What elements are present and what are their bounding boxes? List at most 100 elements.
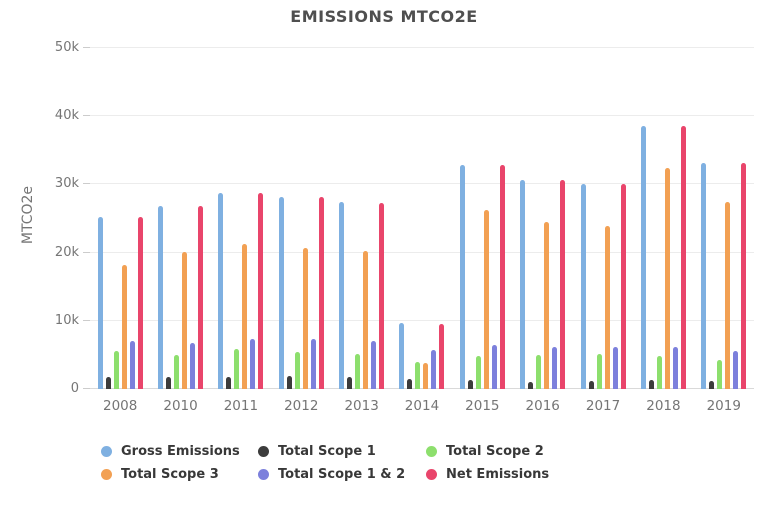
gridline xyxy=(90,320,754,321)
bar-group-2011: 2011 xyxy=(211,48,271,414)
x-tick-label: 2019 xyxy=(706,398,741,414)
bar-net-emissions-2018[interactable] xyxy=(680,126,686,389)
bar-total-scope-2-2012[interactable] xyxy=(294,351,300,389)
bar-gross-emissions-2016[interactable] xyxy=(520,179,526,389)
bar-total-scope-1-2-2010[interactable] xyxy=(190,343,196,389)
bar-total-scope-1-2011[interactable] xyxy=(226,376,232,389)
bar-gross-emissions-2011[interactable] xyxy=(218,192,224,389)
bar-total-scope-1-2-2019[interactable] xyxy=(733,350,739,389)
bar-total-scope-3-2018[interactable] xyxy=(664,168,670,389)
bar-total-scope-1-2016[interactable] xyxy=(528,381,534,389)
legend-item-total-scope-2[interactable]: Total Scope 2 xyxy=(426,444,549,459)
bar-total-scope-3-2011[interactable] xyxy=(242,244,248,389)
bar-groups: 2008 2010 2011 2012 2013 2014 2015 2016 2017 2018… xyxy=(90,48,754,414)
bar-total-scope-1-2010[interactable] xyxy=(166,377,172,389)
x-tick-label: 2018 xyxy=(646,398,681,414)
bar-total-scope-1-2019[interactable] xyxy=(709,380,715,389)
legend-item-total-scope-1-2[interactable]: Total Scope 1 & 2 xyxy=(258,467,426,482)
bar-group-2018: 2018 xyxy=(633,48,693,414)
bar-gross-emissions-2012[interactable] xyxy=(278,197,284,389)
bar-total-scope-2-2018[interactable] xyxy=(656,356,662,389)
bar-net-emissions-2013[interactable] xyxy=(379,202,385,389)
x-tick-label: 2016 xyxy=(525,398,560,414)
x-tick-label: 2012 xyxy=(284,398,319,414)
gridline xyxy=(90,252,754,253)
bar-total-scope-1-2015[interactable] xyxy=(467,380,473,389)
bar-net-emissions-2012[interactable] xyxy=(318,197,324,389)
bar-net-emissions-2016[interactable] xyxy=(560,179,566,389)
bar-total-scope-2-2011[interactable] xyxy=(234,349,240,389)
bar-gross-emissions-2010[interactable] xyxy=(158,205,164,389)
bar-total-scope-3-2016[interactable] xyxy=(544,221,550,389)
bar-gross-emissions-2008[interactable] xyxy=(97,216,103,389)
bar-total-scope-1-2008[interactable] xyxy=(105,377,111,389)
plot-area: 0 10k 20k 30k 40k 50k 2008 2010 2011 2012 2013 201… xyxy=(55,40,754,414)
bar-net-emissions-2015[interactable] xyxy=(499,165,505,389)
legend-item-total-scope-3[interactable]: Total Scope 3 xyxy=(101,467,258,482)
bar-net-emissions-2008[interactable] xyxy=(137,217,143,389)
chart-title: EMISSIONS MTCO2E xyxy=(290,7,478,26)
bar-total-scope-1-2-2013[interactable] xyxy=(371,340,377,389)
y-tick-label: 20k xyxy=(54,245,79,260)
legend-dot-icon xyxy=(258,446,269,457)
bar-total-scope-3-2017[interactable] xyxy=(604,226,610,389)
bar-total-scope-2-2008[interactable] xyxy=(113,350,119,389)
legend-item-total-scope-1[interactable]: Total Scope 1 xyxy=(258,444,426,459)
bar-total-scope-3-2012[interactable] xyxy=(302,247,308,389)
bar-total-scope-3-2008[interactable] xyxy=(121,264,127,389)
bar-total-scope-3-2015[interactable] xyxy=(483,209,489,389)
bar-group-2016: 2016 xyxy=(513,48,573,414)
bar-total-scope-1-2-2018[interactable] xyxy=(672,347,678,389)
x-tick-label: 2014 xyxy=(404,398,440,414)
x-axis-line xyxy=(90,388,754,389)
bar-total-scope-1-2-2008[interactable] xyxy=(129,340,135,389)
legend-item-gross-emissions[interactable]: Gross Emissions xyxy=(101,444,258,459)
bar-total-scope-2-2015[interactable] xyxy=(475,355,481,389)
legend-label: Total Scope 2 xyxy=(446,444,544,459)
bar-total-scope-2-2016[interactable] xyxy=(536,354,542,389)
bar-total-scope-1-2-2012[interactable] xyxy=(310,339,316,389)
legend-item-net-emissions[interactable]: Net Emissions xyxy=(426,467,549,482)
gridline xyxy=(90,115,754,116)
x-tick-label: 2010 xyxy=(163,398,198,414)
bar-group-2010: 2010 xyxy=(150,48,210,414)
bar-total-scope-1-2012[interactable] xyxy=(286,376,292,389)
bar-total-scope-2-2013[interactable] xyxy=(355,353,361,389)
legend: Gross Emissions Total Scope 1 Total Scope … xyxy=(101,440,549,486)
bar-total-scope-3-2010[interactable] xyxy=(182,251,188,389)
bar-gross-emissions-2015[interactable] xyxy=(459,165,465,389)
bar-total-scope-3-2014[interactable] xyxy=(423,363,429,389)
bar-gross-emissions-2017[interactable] xyxy=(580,183,586,389)
bar-total-scope-2-2010[interactable] xyxy=(174,354,180,389)
gridline xyxy=(90,47,754,48)
bar-net-emissions-2019[interactable] xyxy=(741,162,747,389)
bar-gross-emissions-2014[interactable] xyxy=(399,322,405,389)
bar-total-scope-3-2013[interactable] xyxy=(363,250,369,389)
bar-net-emissions-2014[interactable] xyxy=(439,324,445,389)
bar-gross-emissions-2018[interactable] xyxy=(640,126,646,389)
x-tick-label: 2011 xyxy=(223,398,259,414)
y-tickmark xyxy=(83,388,90,389)
bar-group-2014: 2014 xyxy=(392,48,452,414)
bar-total-scope-2-2014[interactable] xyxy=(415,361,421,389)
y-tick-label: 10k xyxy=(54,313,79,328)
bar-total-scope-1-2-2016[interactable] xyxy=(552,346,558,389)
bar-gross-emissions-2013[interactable] xyxy=(339,202,345,389)
bar-total-scope-2-2019[interactable] xyxy=(717,359,723,389)
bar-gross-emissions-2019[interactable] xyxy=(701,163,707,389)
bar-total-scope-2-2017[interactable] xyxy=(596,354,602,389)
x-tick-label: 2015 xyxy=(465,398,500,414)
bar-total-scope-1-2018[interactable] xyxy=(648,380,654,389)
bar-net-emissions-2011[interactable] xyxy=(258,192,264,389)
bar-total-scope-1-2014[interactable] xyxy=(407,378,413,389)
bar-total-scope-1-2-2015[interactable] xyxy=(491,344,497,389)
bar-total-scope-1-2017[interactable] xyxy=(588,380,594,389)
bar-total-scope-1-2-2011[interactable] xyxy=(250,338,256,389)
bar-net-emissions-2017[interactable] xyxy=(620,184,626,389)
bar-total-scope-3-2019[interactable] xyxy=(725,202,731,389)
bar-total-scope-1-2013[interactable] xyxy=(347,376,353,389)
bar-total-scope-1-2-2014[interactable] xyxy=(431,350,437,389)
bar-net-emissions-2010[interactable] xyxy=(198,205,204,389)
y-tick-label: 0 xyxy=(70,381,79,396)
bar-total-scope-1-2-2017[interactable] xyxy=(612,347,618,389)
